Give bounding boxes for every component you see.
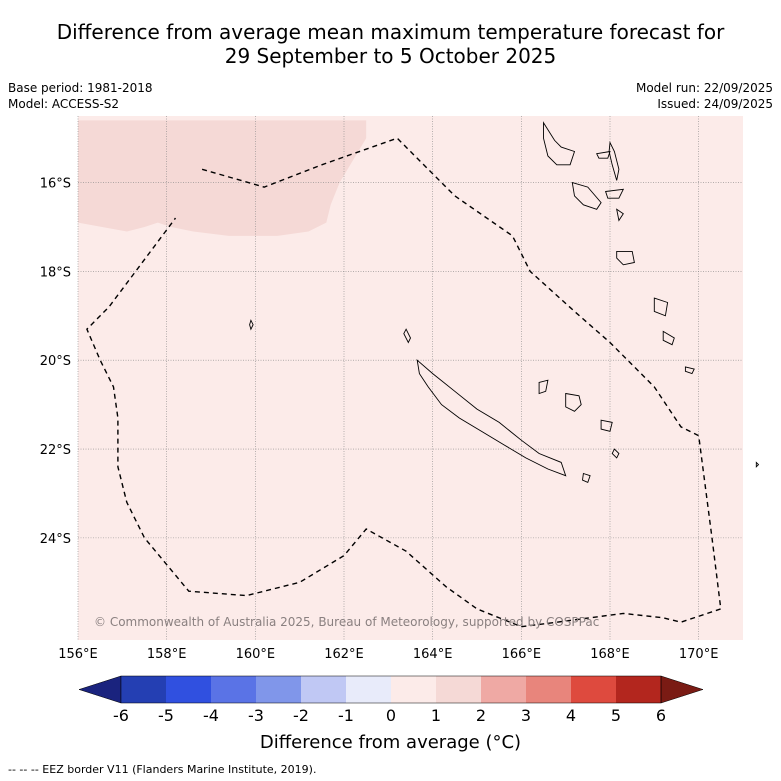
lon-tick-label: 168°E bbox=[590, 647, 630, 662]
island-outline bbox=[662, 330, 675, 346]
lat-tick-label: 18°S bbox=[40, 265, 71, 280]
colorbar-segment bbox=[571, 676, 616, 703]
colorbar-segment bbox=[121, 676, 166, 703]
colorbar-tick-label: -1 bbox=[338, 706, 354, 725]
island-outline bbox=[571, 181, 602, 210]
colorbar bbox=[78, 675, 704, 704]
title-line-2: 29 September to 5 October 2025 bbox=[224, 44, 557, 68]
warm-anomaly-region bbox=[78, 120, 367, 236]
colorbar-tick-label: 2 bbox=[475, 706, 487, 725]
title-line-1: Difference from average mean maximum tem… bbox=[56, 20, 725, 44]
colorbar-segment bbox=[526, 676, 571, 703]
colorbar-title: Difference from average (°C) bbox=[259, 732, 522, 753]
colorbar-segment bbox=[436, 676, 481, 703]
lon-tick-label: 160°E bbox=[236, 647, 276, 662]
island-outline bbox=[403, 328, 412, 344]
colorbar-frame bbox=[120, 675, 662, 704]
model-run: Model run: 22/09/2025 bbox=[635, 81, 773, 95]
colorbar-tick-label: 3 bbox=[520, 706, 532, 725]
model-name: Model: ACCESS-S2 bbox=[8, 97, 120, 111]
colorbar-segment bbox=[616, 676, 661, 703]
island-outline bbox=[611, 448, 620, 459]
lon-tick-label: 164°E bbox=[413, 647, 453, 662]
colorbar-max-arrow bbox=[660, 675, 704, 704]
island-outline bbox=[600, 419, 613, 432]
island-outline bbox=[605, 188, 625, 199]
island-outline bbox=[249, 319, 254, 331]
colorbar-tick-label: 0 bbox=[385, 706, 397, 725]
colorbar-segment bbox=[346, 676, 391, 703]
lon-tick-label: 166°E bbox=[502, 647, 542, 662]
colorbar-tick-label: -3 bbox=[248, 706, 264, 725]
island-outline bbox=[755, 461, 760, 468]
colorbar-tick-label: -4 bbox=[203, 706, 219, 725]
lat-tick-label: 16°S bbox=[40, 177, 71, 192]
island-outline bbox=[653, 297, 669, 317]
colorbar-min-arrow bbox=[78, 675, 122, 704]
issued-date: Issued: 24/09/2025 bbox=[657, 97, 773, 111]
colorbar-tick-label: -6 bbox=[113, 706, 129, 725]
lat-tick-label: 20°S bbox=[40, 354, 71, 369]
eez-border-line bbox=[86, 137, 722, 628]
colorbar-segment bbox=[166, 676, 211, 703]
lat-tick-label: 24°S bbox=[40, 532, 71, 547]
island-outline bbox=[565, 392, 582, 412]
colorbar-segment bbox=[256, 676, 301, 703]
island-outline bbox=[616, 250, 635, 266]
eez-footnote: -- -- -- EEZ border V11 (Flanders Marine… bbox=[8, 763, 317, 776]
lon-tick-label: 158°E bbox=[147, 647, 187, 662]
colorbar-tick-label: -2 bbox=[293, 706, 309, 725]
lon-tick-label: 162°E bbox=[324, 647, 364, 662]
colorbar-segment bbox=[391, 676, 436, 703]
colorbar-tick-label: 4 bbox=[565, 706, 577, 725]
colorbar-tick-label: 1 bbox=[430, 706, 442, 725]
gridlines bbox=[77, 116, 743, 640]
island-outline bbox=[538, 379, 549, 395]
lon-tick-label: 156°E bbox=[58, 647, 98, 662]
lat-tick-label: 22°S bbox=[40, 443, 71, 458]
copyright-text: © Commonwealth of Australia 2025, Bureau… bbox=[94, 615, 599, 629]
lon-tick-label: 170°E bbox=[679, 647, 719, 662]
island-outline bbox=[596, 150, 611, 159]
island-outline bbox=[543, 121, 576, 166]
base-period: Base period: 1981-2018 bbox=[8, 81, 153, 95]
island-outline bbox=[616, 208, 624, 222]
colorbar-tick-label: 6 bbox=[655, 706, 667, 725]
island-outlines bbox=[249, 121, 760, 484]
island-outline bbox=[684, 366, 695, 375]
colorbar-tick-label: 5 bbox=[610, 706, 622, 725]
colorbar-segment bbox=[211, 676, 256, 703]
axis-labels: 156°E 158°E 160°E 162°E 164°E 166°E 168°E 170°E… bbox=[40, 177, 719, 662]
island-outline bbox=[416, 359, 567, 477]
island-outline bbox=[582, 472, 591, 484]
colorbar-segment bbox=[481, 676, 526, 703]
colorbar-tick-label: -5 bbox=[158, 706, 174, 725]
colorbar-segment bbox=[301, 676, 346, 703]
